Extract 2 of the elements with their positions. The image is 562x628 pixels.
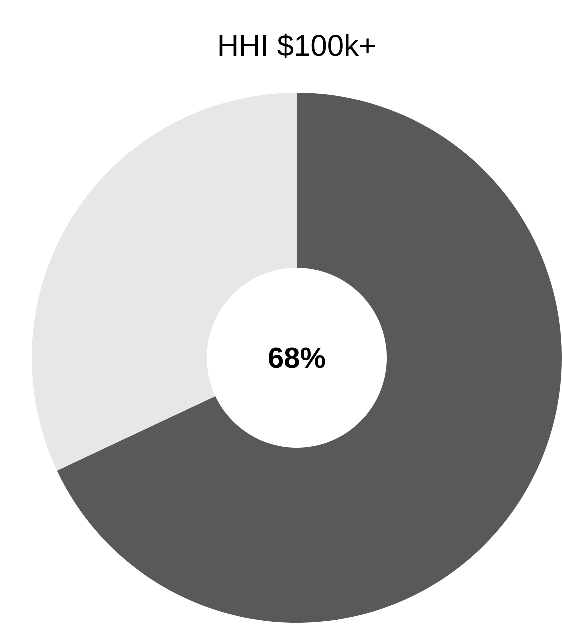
data-label: 68% xyxy=(269,348,326,368)
chart-title: HHI $100k+ xyxy=(220,34,376,58)
